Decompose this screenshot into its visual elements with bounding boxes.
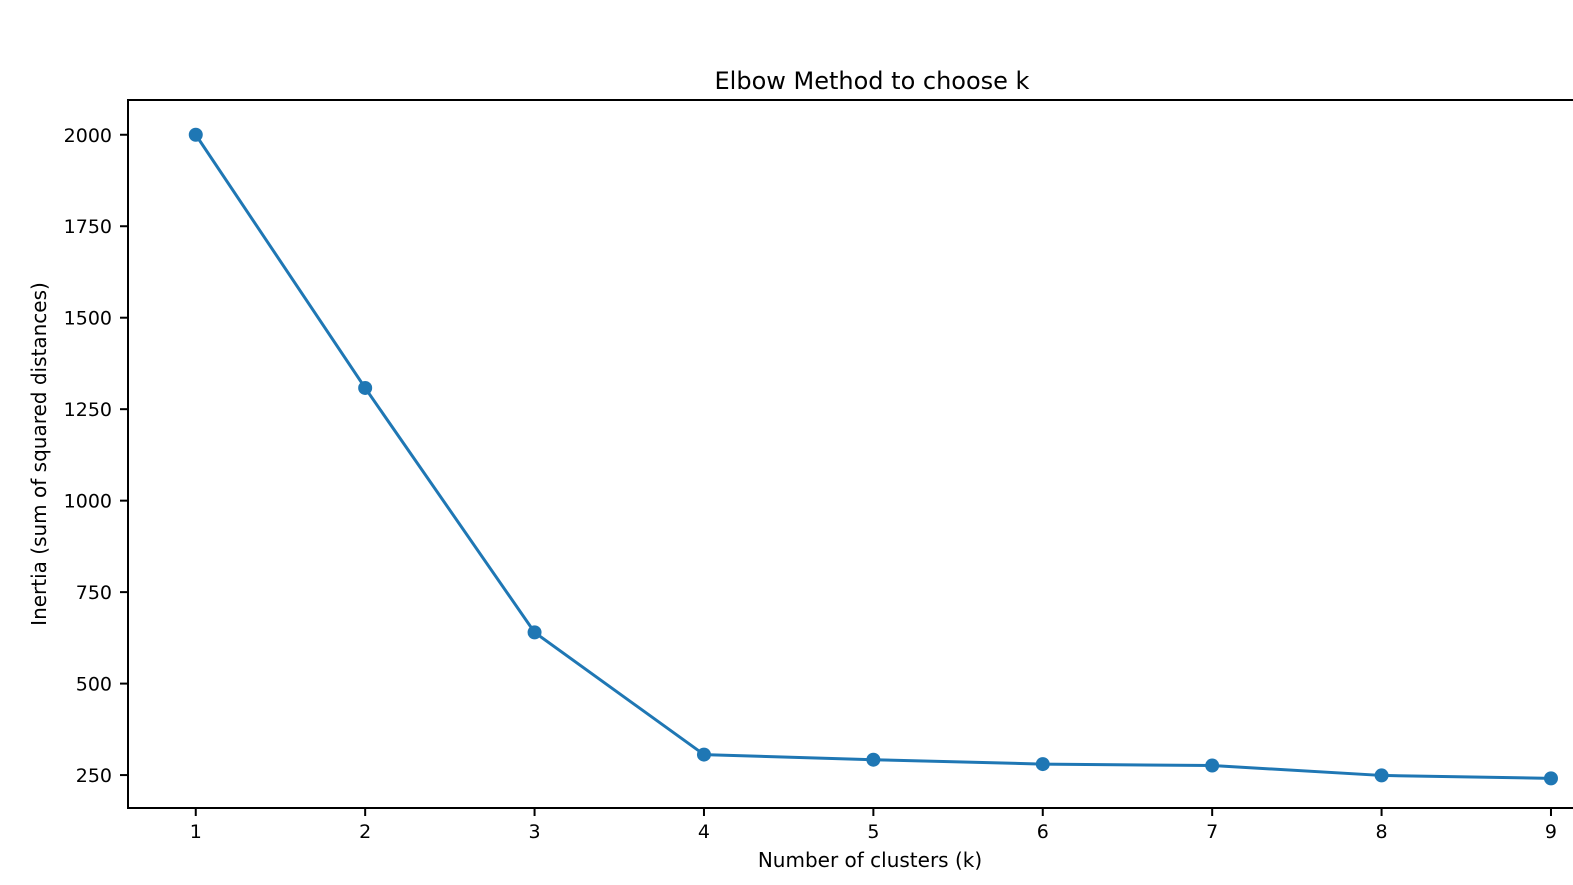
plot-area: 250 500 750 1000 1250 1500 1750 2000 1 2 3 4 5 6 7 8 9 [64, 99, 1573, 843]
data-point [527, 625, 542, 640]
y-tick-label: 750 [76, 582, 112, 604]
chart-title: Elbow Method to choose k [715, 67, 1030, 95]
y-axis-label: Inertia (sum of squared distances) [27, 282, 51, 626]
y-tick-label: 250 [76, 765, 112, 787]
y-tick-label: 2000 [64, 125, 112, 147]
data-point [866, 752, 881, 767]
x-tick-label: 9 [1545, 821, 1557, 843]
y-tick-label: 500 [76, 674, 112, 696]
x-tick-label: 4 [698, 821, 710, 843]
inertia-line [194, 133, 1553, 780]
axis-spines [127, 99, 1573, 809]
data-point [1205, 758, 1220, 773]
x-tick-label: 6 [1037, 821, 1049, 843]
x-tick-label: 7 [1206, 821, 1218, 843]
x-tick-label: 5 [867, 821, 879, 843]
data-point [1543, 771, 1558, 786]
data-point [696, 747, 711, 762]
data-point [358, 380, 373, 395]
data-point [1374, 768, 1389, 783]
data-point [1035, 757, 1050, 772]
y-tick-label: 1000 [64, 491, 112, 513]
y-tick-label: 1250 [64, 399, 112, 421]
x-tick-label: 8 [1376, 821, 1388, 843]
x-tick-label: 3 [529, 821, 541, 843]
x-tick-label: 1 [190, 821, 202, 843]
x-tick-label: 2 [359, 821, 371, 843]
x-axis-label: Number of clusters (k) [758, 848, 982, 872]
y-tick-label: 1750 [64, 216, 112, 238]
data-point [188, 127, 203, 142]
y-tick-label: 1500 [64, 308, 112, 330]
